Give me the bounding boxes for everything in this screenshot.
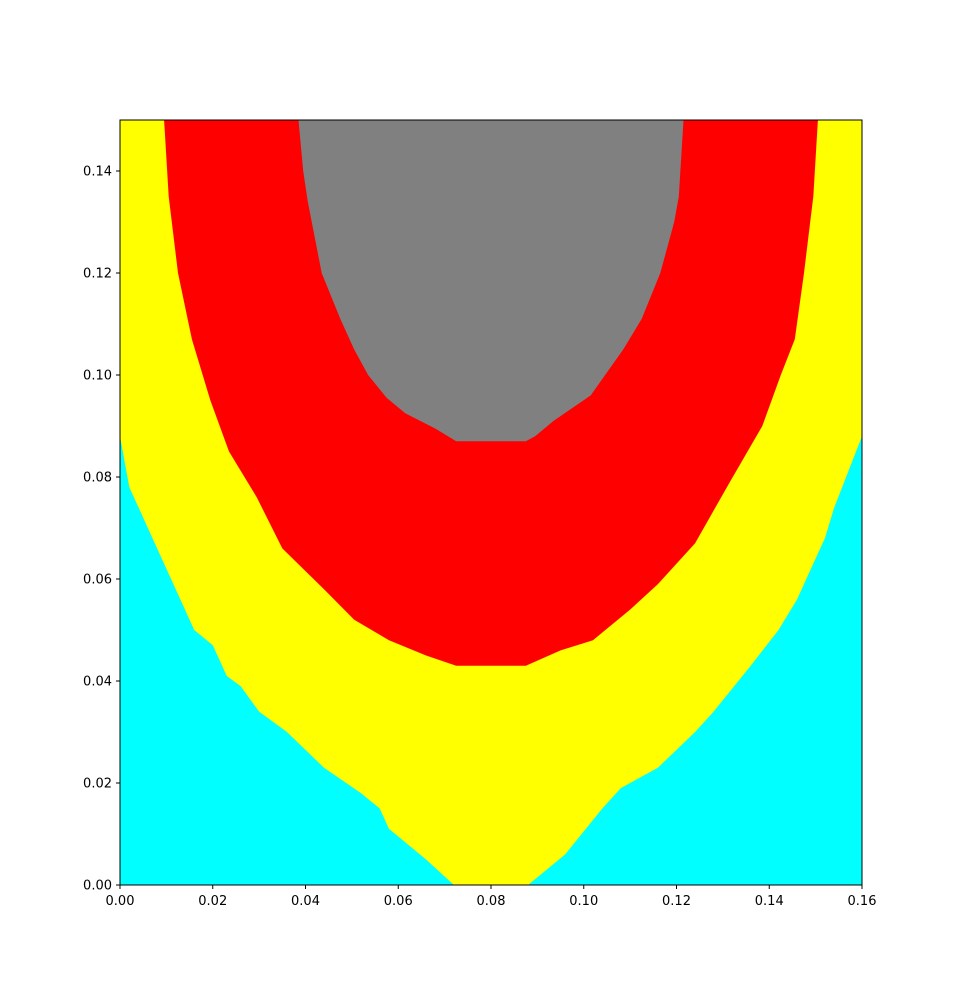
y-tick-label: 0.06 [83,573,112,588]
y-tick-label: 0.04 [83,675,112,690]
x-tick-label: 0.06 [384,894,413,909]
x-tick-label: 0.02 [198,894,227,909]
y-tick-label: 0.10 [83,369,112,384]
y-tick-label: 0.02 [83,777,112,792]
y-axis-ticks: 0.00 0.02 0.04 0.06 0.08 0.10 0.12 0.14 [83,165,120,894]
x-tick-label: 0.08 [477,894,506,909]
y-tick-label: 0.08 [83,471,112,486]
x-axis-ticks: 0.00 0.02 0.04 0.06 0.08 0.10 0.12 0.14 0.16 [106,885,877,909]
x-tick-label: 0.12 [662,894,691,909]
contour-regions [120,120,862,885]
x-tick-label: 0.04 [291,894,320,909]
y-tick-label: 0.00 [83,879,112,894]
x-tick-label: 0.14 [755,894,784,909]
y-tick-label: 0.12 [83,267,112,282]
contour-region-gray [298,120,684,442]
x-tick-label: 0.10 [569,894,598,909]
x-tick-label: 0.00 [106,894,135,909]
y-tick-label: 0.14 [83,165,112,180]
x-tick-label: 0.16 [848,894,877,909]
